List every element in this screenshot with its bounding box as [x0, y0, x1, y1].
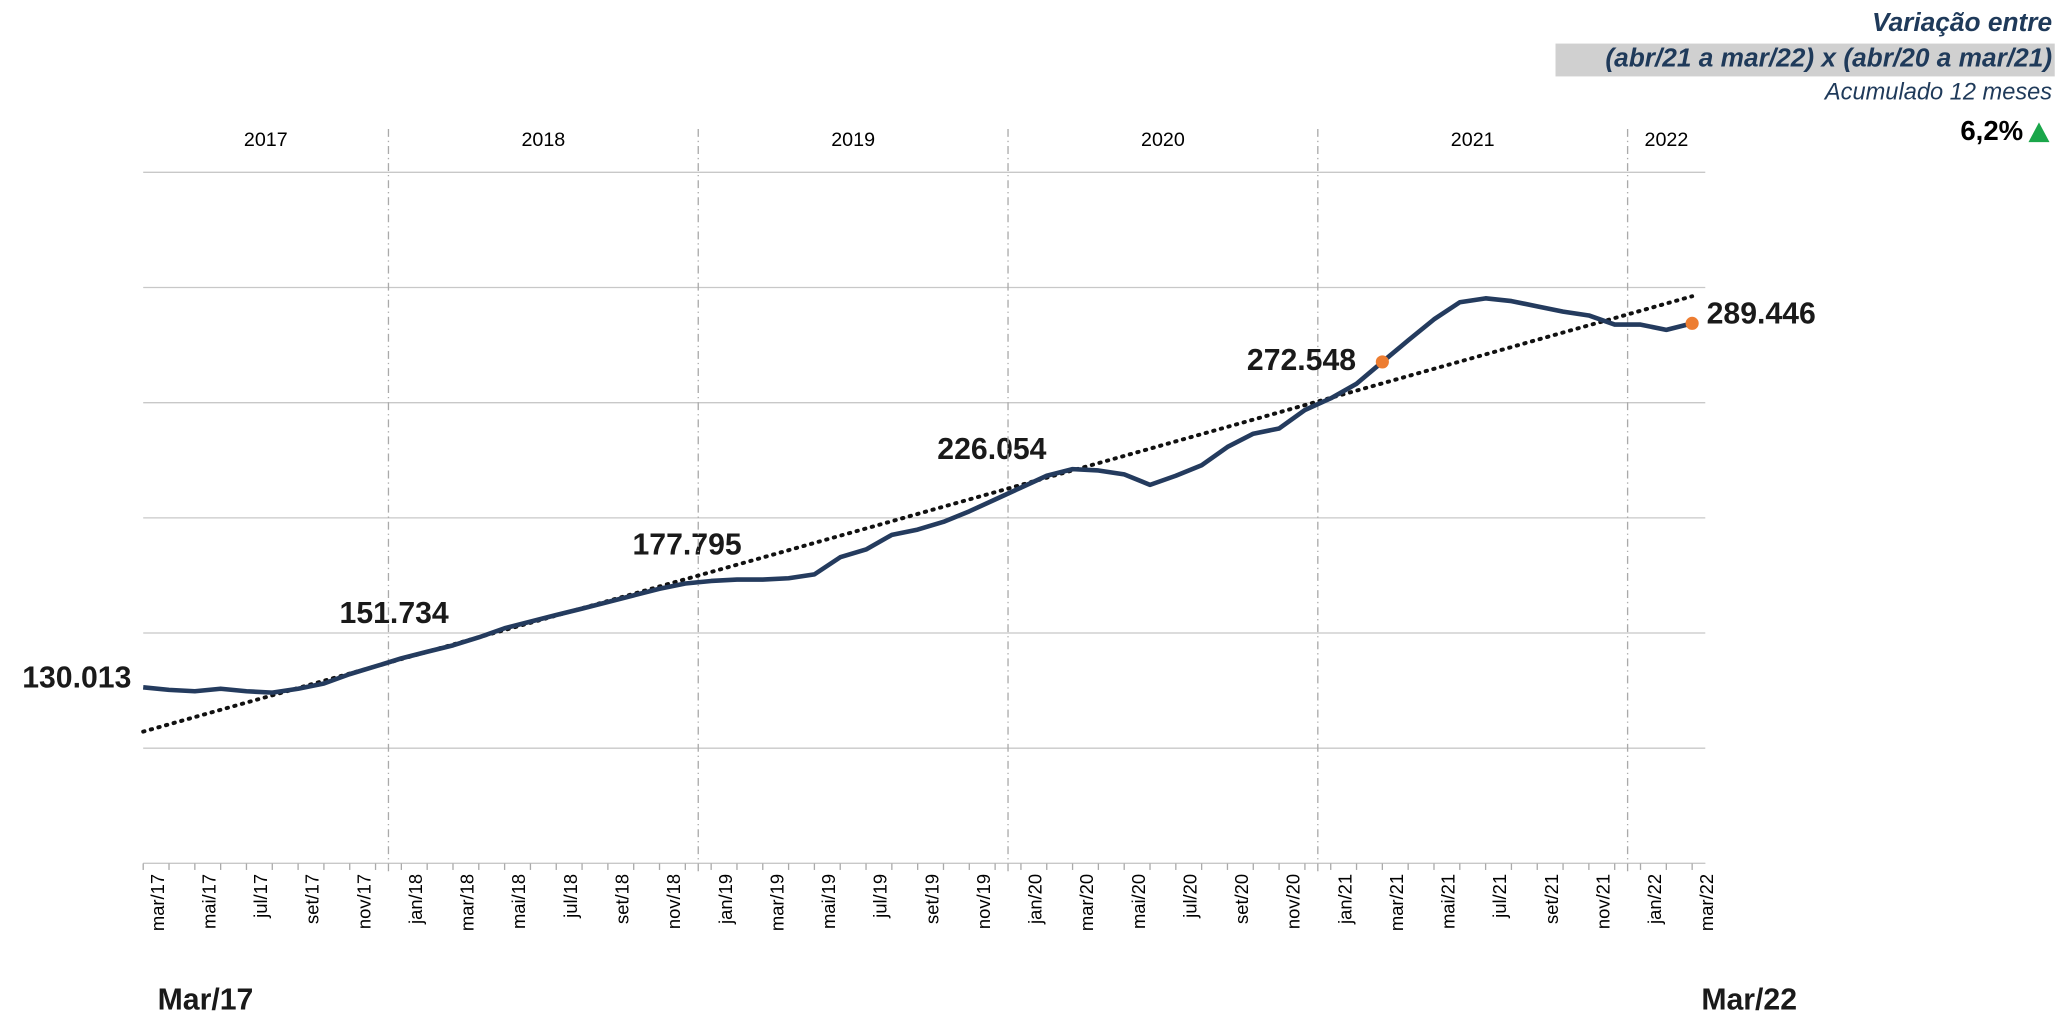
subtitle-highlight [1555, 43, 2055, 77]
year-label: 2020 [1141, 129, 1185, 151]
header-title: Variação entre [1872, 7, 2052, 37]
x-tick-label: jul/17 [250, 874, 271, 919]
up-arrow [2028, 122, 2050, 143]
x-tick-label: set/18 [612, 874, 633, 924]
x-tick-label: nov/20 [1283, 874, 1304, 929]
x-tick-label: jan/19 [715, 874, 736, 925]
annotation: 151.734 [340, 597, 449, 630]
x-tick-label: mai/18 [508, 874, 529, 929]
annotation: 177.795 [633, 529, 742, 562]
x-tick-label: jan/18 [405, 874, 426, 925]
annotation: 226.054 [937, 433, 1046, 466]
x-tick-label: mar/20 [1076, 874, 1097, 931]
x-tick-label: nov/21 [1593, 874, 1614, 929]
x-tick-label: jul/21 [1489, 874, 1510, 919]
x-tick-label: mar/18 [457, 874, 478, 931]
year-label: 2019 [831, 129, 875, 151]
x-tick-label: mar/19 [766, 874, 787, 931]
x-tick-label: mai/21 [1438, 874, 1459, 929]
x-tick-label: jan/20 [1025, 874, 1046, 925]
x-tick-label: set/19 [921, 874, 942, 924]
year-label: 2017 [244, 129, 288, 151]
value-label: 272.548 [1247, 344, 1356, 377]
x-tick-label: mai/17 [198, 874, 219, 929]
x-tick-label: jul/20 [1179, 874, 1200, 919]
value-label: 289.446 [1707, 297, 1816, 330]
x-tick-label: jan/22 [1644, 874, 1665, 925]
year-label: 2022 [1645, 129, 1689, 151]
x-tick-label: mai/19 [818, 874, 839, 929]
header-subtitle: (abr/21 a mar/22) x (abr/20 a mar/21) [1605, 42, 2052, 72]
point-marker [1375, 355, 1389, 369]
end-label: Mar/22 [1701, 983, 1797, 1016]
x-tick-label: jul/18 [560, 874, 581, 919]
series-line [142, 296, 1693, 695]
start-label: Mar/17 [158, 983, 254, 1016]
value-label: 130.013 [22, 661, 131, 694]
x-tick-label: jul/19 [870, 874, 891, 919]
x-tick-label: mar/21 [1386, 874, 1407, 931]
x-tick-label: mar/17 [147, 874, 168, 931]
header-change: 6,2% [1960, 115, 2023, 146]
point-marker [1685, 316, 1699, 330]
x-tick-label: nov/19 [973, 874, 994, 929]
x-tick-label: set/21 [1541, 874, 1562, 924]
header-note: Acumulado 12 meses [1823, 80, 2052, 106]
x-tick-label: jan/21 [1334, 874, 1355, 925]
x-tick-label: mar/22 [1696, 874, 1717, 931]
year-label: 2018 [521, 129, 565, 151]
x-tick-label: nov/17 [353, 874, 374, 929]
x-tick-label: set/20 [1231, 874, 1252, 924]
x-tick-label: mai/20 [1128, 874, 1149, 929]
x-tick-label: nov/18 [663, 874, 684, 929]
x-tick-label: set/17 [302, 874, 323, 924]
year-label: 2021 [1451, 129, 1495, 151]
